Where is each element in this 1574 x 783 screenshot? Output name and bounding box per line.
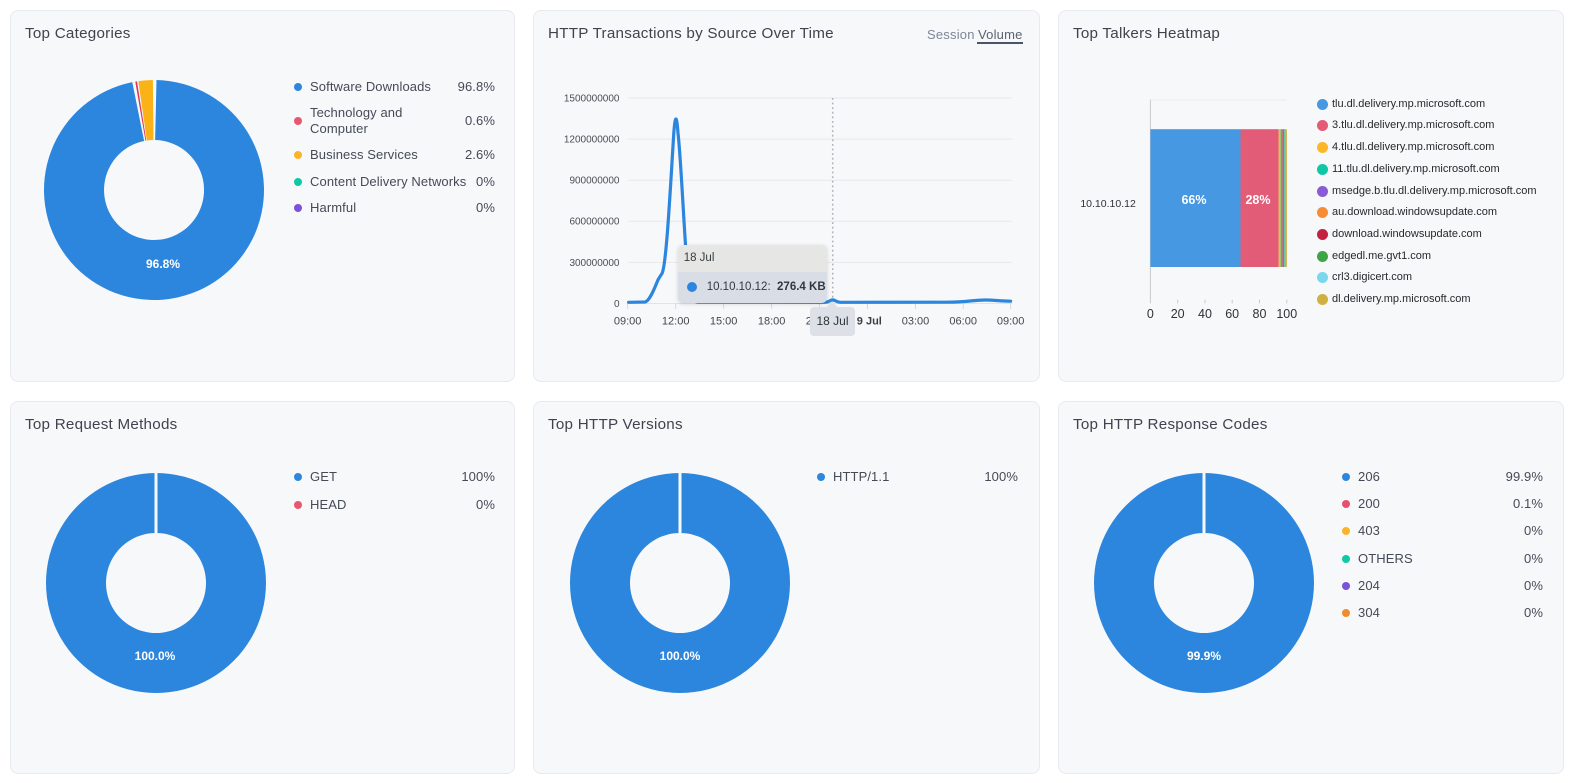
svg-text:09:00: 09:00: [614, 316, 642, 328]
svg-text:40: 40: [1198, 307, 1212, 321]
svg-text:0: 0: [614, 299, 620, 310]
svg-text:09:00: 09:00: [997, 316, 1025, 328]
svg-text:20: 20: [1171, 307, 1185, 321]
svg-text:60: 60: [1225, 307, 1239, 321]
svg-text:66%: 66%: [1181, 193, 1206, 207]
svg-text:06:00: 06:00: [949, 316, 977, 328]
svg-text:300000000: 300000000: [569, 258, 619, 269]
svg-text:28%: 28%: [1245, 193, 1270, 207]
svg-text:9 Jul: 9 Jul: [857, 316, 882, 328]
svg-text:100: 100: [1276, 307, 1297, 321]
svg-text:18:00: 18:00: [758, 316, 786, 328]
svg-text:10.10.10.12: 10.10.10.12: [1080, 198, 1136, 210]
svg-text:03:00: 03:00: [902, 316, 930, 328]
svg-text:0: 0: [1147, 307, 1154, 321]
svg-text:1500000000: 1500000000: [564, 93, 620, 104]
svg-text:15:00: 15:00: [710, 316, 738, 328]
svg-text:80: 80: [1253, 307, 1267, 321]
svg-text:600000000: 600000000: [569, 217, 619, 228]
svg-text:1200000000: 1200000000: [564, 135, 620, 146]
svg-text:12:00: 12:00: [662, 316, 690, 328]
svg-text:900000000: 900000000: [569, 176, 619, 187]
